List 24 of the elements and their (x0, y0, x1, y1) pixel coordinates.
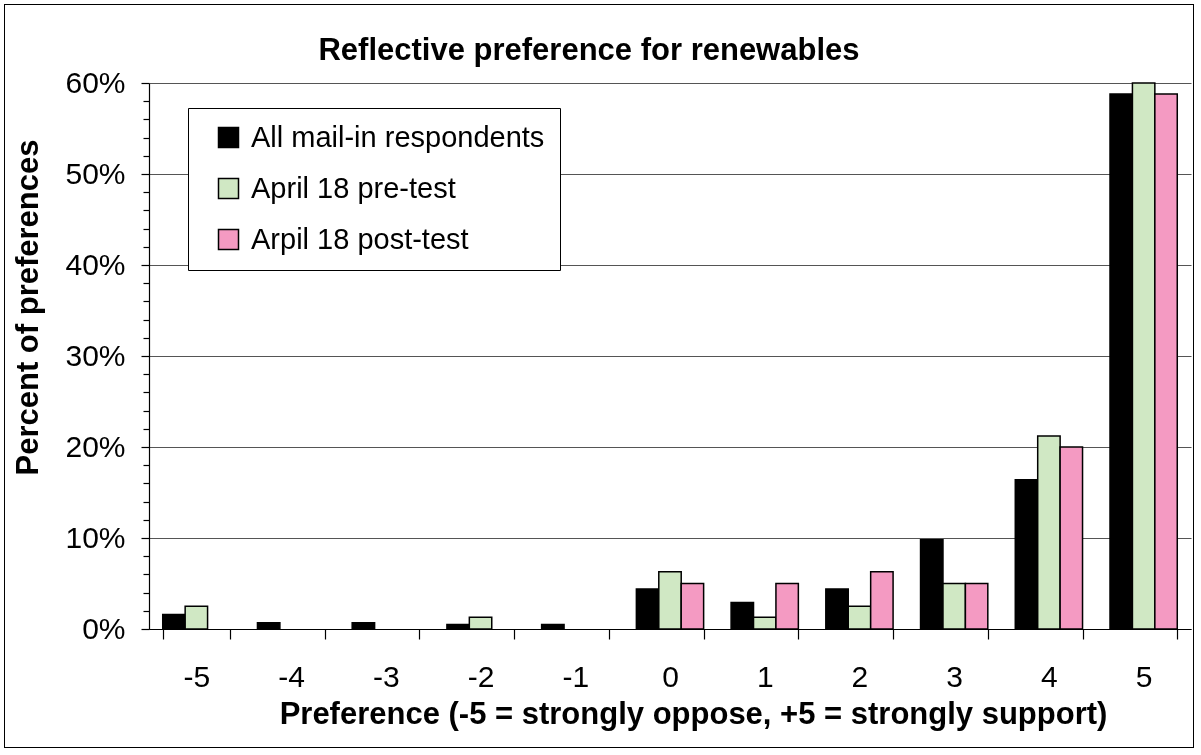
x-tick-label: -5 (183, 659, 211, 693)
legend-label: All mail-in respondents (251, 120, 545, 153)
y-tick-label: 30% (65, 338, 126, 372)
legend-label: April 18 pre-test (251, 171, 456, 204)
x-tick-label: -2 (467, 659, 495, 693)
legend-label: Arpil 18 post-test (251, 222, 469, 255)
x-tick-label: -4 (278, 659, 305, 693)
y-tick-label: 60% (65, 65, 126, 99)
x-tick-label: 1 (756, 659, 774, 693)
x-tick-label: 2 (851, 659, 869, 693)
x-tick-label: -1 (562, 659, 590, 693)
x-tick-label: 4 (1041, 659, 1058, 693)
y-tick-label: 0% (82, 611, 126, 645)
x-tick-label: -3 (372, 659, 400, 693)
x-tick-label: 5 (1135, 659, 1153, 693)
y-tick-label: 50% (65, 156, 126, 190)
x-tick-label: 0 (662, 659, 679, 693)
x-axis-title: Preference (-5 = strongly oppose, +5 = strongly support) (279, 695, 1108, 731)
chart-title: Reflective preference for renewables (318, 32, 860, 67)
y-tick-label: 40% (65, 247, 126, 281)
y-tick-label: 20% (65, 429, 126, 463)
x-tick-label: 3 (946, 659, 964, 693)
y-axis-title: Percent of preferences (10, 139, 46, 476)
y-tick-label: 10% (65, 520, 126, 554)
